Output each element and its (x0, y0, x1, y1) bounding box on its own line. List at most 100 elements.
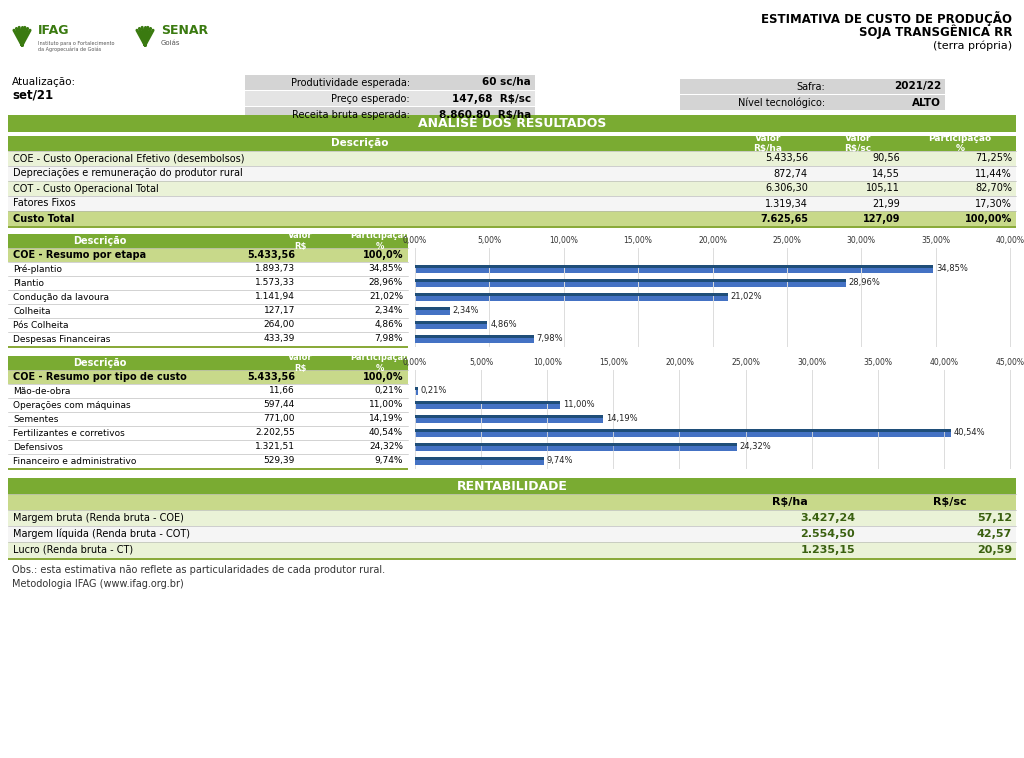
Bar (8, 526, 1016, 542)
Text: 147,68  R$/sc: 147,68 R$/sc (452, 93, 531, 104)
Text: ESTIMATIVA DE CUSTO DE PRODUÇÃO: ESTIMATIVA DE CUSTO DE PRODUÇÃO (761, 11, 1012, 26)
Bar (8, 356, 408, 370)
Bar (8, 115, 1016, 132)
Text: 34,85%: 34,85% (369, 265, 403, 274)
Text: 8.860,80  R$/ha: 8.860,80 R$/ha (438, 109, 531, 120)
Bar (415, 457, 544, 465)
Bar (415, 321, 487, 329)
Text: 3.427,24: 3.427,24 (800, 513, 855, 523)
Bar (8, 440, 408, 454)
Bar (415, 265, 934, 273)
Text: 20,00%: 20,00% (665, 359, 694, 368)
Bar (415, 293, 728, 296)
Text: 1.573,33: 1.573,33 (255, 278, 295, 287)
Text: 5.433,56: 5.433,56 (247, 250, 295, 260)
Text: 0,21%: 0,21% (421, 387, 447, 396)
Text: 15,00%: 15,00% (624, 236, 652, 246)
Text: 14,19%: 14,19% (605, 415, 637, 424)
Text: Nível tecnológico:: Nível tecnológico: (738, 97, 825, 108)
Text: 90,56: 90,56 (872, 154, 900, 164)
Bar (245, 107, 535, 122)
Text: 45,00%: 45,00% (995, 359, 1024, 368)
Text: set/21: set/21 (12, 89, 53, 102)
Text: R$/sc: R$/sc (933, 497, 967, 507)
Text: Fatores Fixos: Fatores Fixos (13, 199, 76, 208)
Text: Lucro (Renda bruta - CT): Lucro (Renda bruta - CT) (13, 545, 133, 555)
Bar (8, 510, 1016, 526)
Text: 11,00%: 11,00% (563, 400, 595, 409)
Text: Colheita: Colheita (13, 306, 50, 315)
Bar (415, 279, 846, 287)
Bar (415, 415, 602, 423)
Text: 40,00%: 40,00% (930, 359, 958, 368)
Bar (415, 321, 487, 324)
Bar (8, 234, 408, 248)
Bar (8, 384, 408, 398)
Text: Atualização:: Atualização: (12, 77, 76, 87)
Text: 1.321,51: 1.321,51 (255, 443, 295, 452)
Bar (8, 454, 408, 468)
Bar (415, 307, 450, 310)
Text: Custo Total: Custo Total (13, 214, 75, 224)
Text: 71,25%: 71,25% (975, 154, 1012, 164)
Bar (415, 443, 736, 446)
Bar (8, 262, 408, 276)
Text: 1.141,94: 1.141,94 (255, 293, 295, 302)
Bar (8, 558, 1016, 560)
Text: 24,32%: 24,32% (369, 443, 403, 452)
Text: 872,74: 872,74 (774, 168, 808, 178)
Text: COE - Resumo por tipo de custo: COE - Resumo por tipo de custo (13, 372, 186, 382)
Bar (8, 370, 408, 384)
Bar (415, 443, 736, 451)
Text: 5,00%: 5,00% (477, 236, 502, 246)
Text: SENAR: SENAR (161, 23, 208, 36)
Text: R$/ha: R$/ha (772, 497, 808, 507)
Bar (415, 293, 728, 301)
Text: 11,00%: 11,00% (369, 400, 403, 409)
Bar (8, 211, 1016, 226)
Text: 15,00%: 15,00% (599, 359, 628, 368)
Text: 21,99: 21,99 (872, 199, 900, 208)
Text: 40,54%: 40,54% (369, 428, 403, 437)
Text: 28,96%: 28,96% (849, 278, 881, 287)
Text: 597,44: 597,44 (264, 400, 295, 409)
Text: Valor
R$/sc: Valor R$/sc (845, 134, 871, 153)
Text: 20,00%: 20,00% (698, 236, 727, 246)
Bar (8, 494, 1016, 510)
Text: 4,86%: 4,86% (375, 321, 403, 330)
Text: Goiás: Goiás (161, 40, 180, 46)
Text: SOJA TRANSGÊNICA RR: SOJA TRANSGÊNICA RR (859, 25, 1012, 39)
Text: Receita bruta esperada:: Receita bruta esperada: (292, 109, 410, 120)
Text: 40,00%: 40,00% (995, 236, 1024, 246)
Text: COE - Custo Operacional Efetivo (desembolsos): COE - Custo Operacional Efetivo (desembo… (13, 154, 245, 164)
Text: 9,74%: 9,74% (375, 456, 403, 465)
Text: ANÁLISE DOS RESULTADOS: ANÁLISE DOS RESULTADOS (418, 117, 606, 130)
Bar (415, 401, 560, 404)
Text: Sementes: Sementes (13, 415, 58, 424)
Text: 5.433,56: 5.433,56 (765, 154, 808, 164)
Bar (8, 478, 1016, 494)
Text: RENTABILIDADE: RENTABILIDADE (457, 480, 567, 493)
Bar (8, 290, 408, 304)
Bar (415, 401, 560, 409)
Text: 100,0%: 100,0% (362, 372, 403, 382)
Bar (680, 95, 945, 110)
Text: 7,98%: 7,98% (375, 334, 403, 343)
Text: Valor
R$: Valor R$ (288, 353, 312, 373)
Text: 100,00%: 100,00% (965, 214, 1012, 224)
Text: 2.554,50: 2.554,50 (801, 529, 855, 539)
Text: 0,21%: 0,21% (375, 387, 403, 396)
Text: Pós Colheita: Pós Colheita (13, 321, 69, 330)
Text: Pré-plantio: Pré-plantio (13, 265, 62, 274)
Text: Financeiro e administrativo: Financeiro e administrativo (13, 456, 136, 465)
Bar (8, 412, 408, 426)
Bar (8, 151, 1016, 166)
Text: 30,00%: 30,00% (797, 359, 826, 368)
Text: 21,02%: 21,02% (369, 293, 403, 302)
Text: Despesas Financeiras: Despesas Financeiras (13, 334, 111, 343)
Text: Metodologia IFAG (www.ifag.org.br): Metodologia IFAG (www.ifag.org.br) (12, 579, 183, 589)
Text: 7.625,65: 7.625,65 (760, 214, 808, 224)
Text: Mão-de-obra: Mão-de-obra (13, 387, 71, 396)
Text: 2.202,55: 2.202,55 (255, 428, 295, 437)
Text: Participação
%: Participação % (350, 353, 410, 373)
